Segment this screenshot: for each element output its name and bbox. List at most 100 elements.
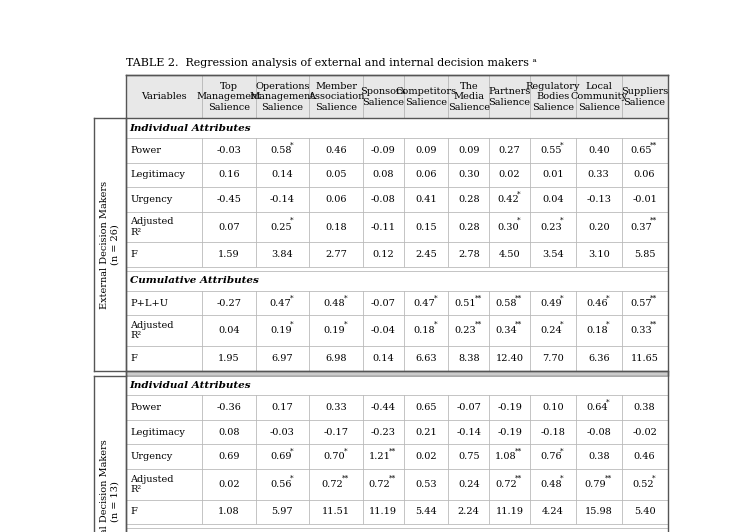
Bar bbox=[126, 212, 202, 243]
Text: -0.02: -0.02 bbox=[632, 428, 657, 437]
Text: F: F bbox=[130, 508, 137, 517]
Text: 0.21: 0.21 bbox=[415, 428, 437, 437]
Text: 0.69: 0.69 bbox=[218, 452, 240, 461]
Text: *: * bbox=[517, 190, 521, 198]
Bar bbox=[256, 76, 309, 118]
Text: Competitors
Salience: Competitors Salience bbox=[395, 87, 456, 106]
Text: -0.44: -0.44 bbox=[371, 403, 395, 412]
Text: F: F bbox=[130, 250, 137, 259]
Text: 4.50: 4.50 bbox=[499, 250, 520, 259]
Text: -0.13: -0.13 bbox=[586, 195, 611, 204]
Bar bbox=[309, 346, 363, 371]
Bar bbox=[489, 444, 530, 469]
Text: Partners
Salience: Partners Salience bbox=[488, 87, 531, 106]
Bar bbox=[256, 291, 309, 315]
Text: 0.58: 0.58 bbox=[496, 298, 517, 307]
Bar bbox=[622, 315, 667, 346]
Text: *: * bbox=[560, 321, 564, 329]
Bar bbox=[622, 395, 667, 420]
Bar bbox=[576, 420, 622, 444]
Bar bbox=[309, 469, 363, 500]
Bar bbox=[403, 291, 448, 315]
Bar bbox=[576, 500, 622, 524]
Text: -0.17: -0.17 bbox=[323, 428, 348, 437]
Text: Adjusted
R²: Adjusted R² bbox=[130, 475, 174, 494]
Text: 2.77: 2.77 bbox=[325, 250, 347, 259]
Bar bbox=[530, 138, 576, 163]
Text: Legitimacy: Legitimacy bbox=[130, 170, 185, 179]
Text: 3.10: 3.10 bbox=[588, 250, 609, 259]
Bar bbox=[403, 212, 448, 243]
Bar bbox=[363, 212, 403, 243]
Bar bbox=[622, 76, 667, 118]
Text: 0.09: 0.09 bbox=[415, 146, 437, 155]
Text: *: * bbox=[652, 474, 655, 482]
Bar bbox=[489, 243, 530, 267]
Bar bbox=[256, 420, 309, 444]
Text: 7.70: 7.70 bbox=[542, 354, 564, 363]
Bar bbox=[530, 469, 576, 500]
Text: P+L+U: P+L+U bbox=[130, 298, 168, 307]
Bar bbox=[530, 315, 576, 346]
Bar bbox=[622, 138, 667, 163]
Bar bbox=[256, 315, 309, 346]
Text: 0.34: 0.34 bbox=[495, 326, 517, 335]
Bar bbox=[126, 444, 202, 469]
Bar bbox=[576, 444, 622, 469]
Bar bbox=[202, 420, 256, 444]
Bar bbox=[530, 500, 576, 524]
Bar bbox=[309, 395, 363, 420]
Text: 0.53: 0.53 bbox=[415, 480, 437, 489]
Text: *: * bbox=[606, 398, 610, 406]
Bar bbox=[530, 291, 576, 315]
Text: 0.38: 0.38 bbox=[634, 403, 655, 412]
Bar bbox=[256, 500, 309, 524]
Text: *: * bbox=[433, 321, 437, 329]
Bar bbox=[448, 346, 489, 371]
Text: 2.45: 2.45 bbox=[415, 250, 437, 259]
Bar bbox=[622, 187, 667, 212]
Text: 0.40: 0.40 bbox=[588, 146, 609, 155]
Text: Sponsors
Salience: Sponsors Salience bbox=[360, 87, 406, 106]
Text: -0.07: -0.07 bbox=[371, 298, 395, 307]
Bar bbox=[126, 76, 667, 118]
Text: 8.38: 8.38 bbox=[458, 354, 479, 363]
Bar bbox=[489, 138, 530, 163]
Text: Regulatory
Bodies
Salience: Regulatory Bodies Salience bbox=[525, 82, 580, 112]
Text: 6.36: 6.36 bbox=[588, 354, 609, 363]
Bar bbox=[530, 420, 576, 444]
Text: **: ** bbox=[515, 474, 522, 482]
Bar bbox=[126, 187, 202, 212]
Text: **: ** bbox=[515, 448, 522, 456]
Text: 0.38: 0.38 bbox=[588, 452, 609, 461]
Text: 3.54: 3.54 bbox=[542, 250, 564, 259]
Bar bbox=[448, 395, 489, 420]
Text: 11.19: 11.19 bbox=[496, 508, 524, 517]
Text: -0.09: -0.09 bbox=[371, 146, 395, 155]
Bar bbox=[403, 138, 448, 163]
Bar bbox=[309, 315, 363, 346]
Text: *: * bbox=[560, 448, 564, 456]
Text: 0.08: 0.08 bbox=[218, 428, 240, 437]
Text: 1.95: 1.95 bbox=[218, 354, 240, 363]
Bar bbox=[489, 187, 530, 212]
Text: *: * bbox=[606, 294, 610, 302]
Bar bbox=[126, 267, 667, 271]
Text: 1.21: 1.21 bbox=[369, 452, 391, 461]
Text: Variables: Variables bbox=[141, 93, 186, 101]
Bar bbox=[363, 243, 403, 267]
Text: 0.46: 0.46 bbox=[634, 452, 655, 461]
Bar bbox=[530, 395, 576, 420]
Bar bbox=[126, 76, 202, 118]
Bar bbox=[489, 420, 530, 444]
Text: 0.09: 0.09 bbox=[458, 146, 479, 155]
Text: *: * bbox=[560, 294, 564, 302]
Text: 0.70: 0.70 bbox=[323, 452, 345, 461]
Bar bbox=[489, 395, 530, 420]
Text: 0.33: 0.33 bbox=[325, 403, 347, 412]
Bar bbox=[448, 76, 489, 118]
Text: -0.45: -0.45 bbox=[216, 195, 241, 204]
Text: *: * bbox=[290, 217, 293, 225]
Text: -0.36: -0.36 bbox=[216, 403, 241, 412]
Bar bbox=[309, 420, 363, 444]
